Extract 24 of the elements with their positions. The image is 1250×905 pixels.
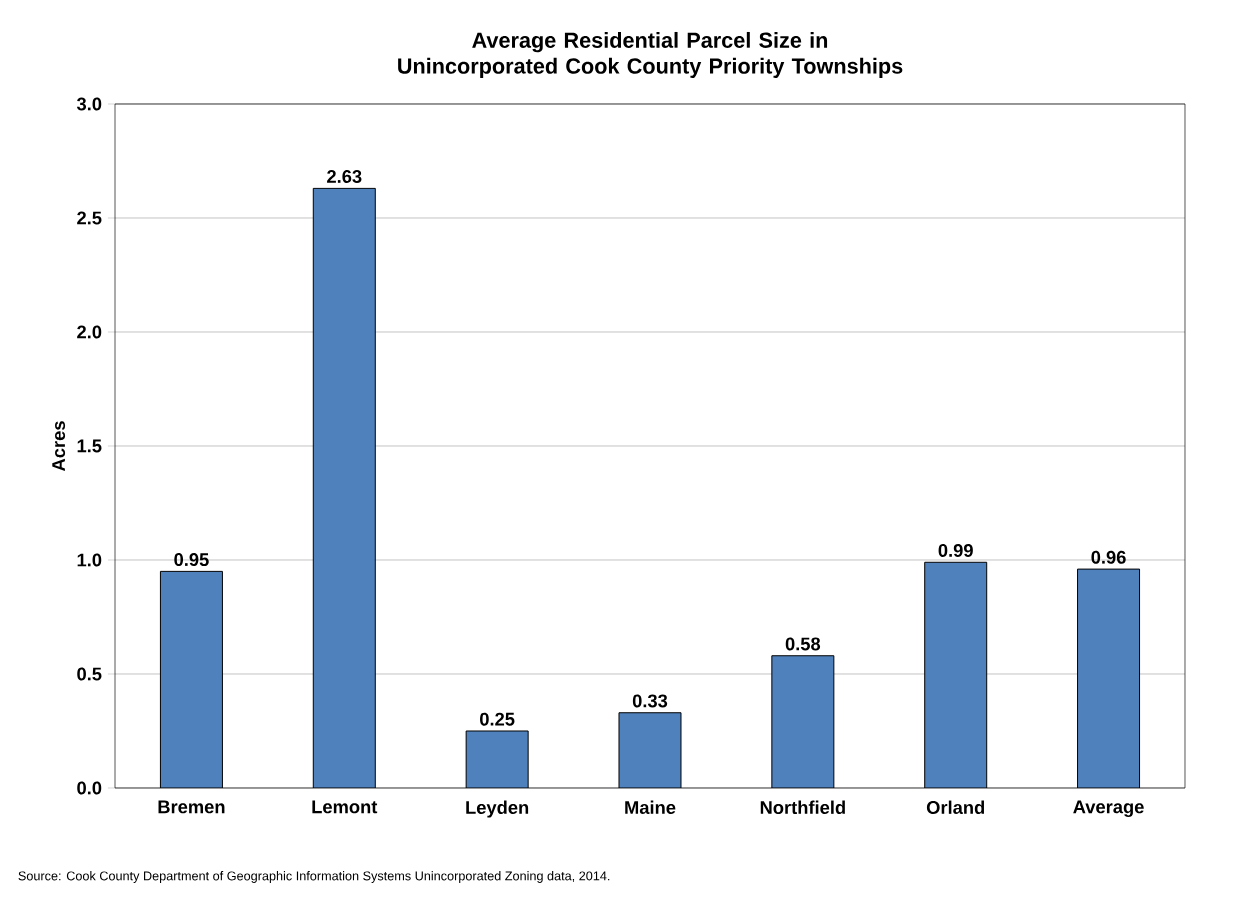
x-tick-label: Bremen <box>158 800 225 814</box>
y-tick-label: 2.5 <box>77 211 102 225</box>
x-tick-label: Northfield <box>760 800 845 815</box>
data-label: 0.33 <box>632 694 668 708</box>
y-tick-label: 0.5 <box>77 667 102 681</box>
x-tick-label: Lemont <box>312 800 378 814</box>
data-label: 0.96 <box>1091 550 1126 564</box>
y-tick-label: 0.0 <box>77 781 102 795</box>
y-tick-label: 1.0 <box>77 553 102 567</box>
data-label: 0.95 <box>174 553 209 567</box>
y-tick-label: 1.5 <box>77 439 102 453</box>
y-tick-label: 3.0 <box>76 97 102 111</box>
data-label: 0.25 <box>480 712 515 726</box>
source-note: Source: Cook County Department of Geographic Information Systems Unincorporated Zoning data, 2014. <box>18 871 610 883</box>
x-tick-label: Maine <box>625 800 676 815</box>
y-axis-title: Acres <box>52 421 66 472</box>
data-label: 0.58 <box>785 637 821 651</box>
y-tick-label: 2.0 <box>77 325 102 339</box>
x-tick-label: Leyden <box>466 800 529 818</box>
x-tick-label: Orland <box>926 800 985 815</box>
chart-title: Average Residential Parcel Size in Unincorporated Cook County Priority Townships <box>398 31 903 78</box>
data-label: 2.63 <box>327 170 362 184</box>
x-tick-label: Average <box>1073 800 1144 818</box>
data-label: 0.99 <box>938 543 973 557</box>
